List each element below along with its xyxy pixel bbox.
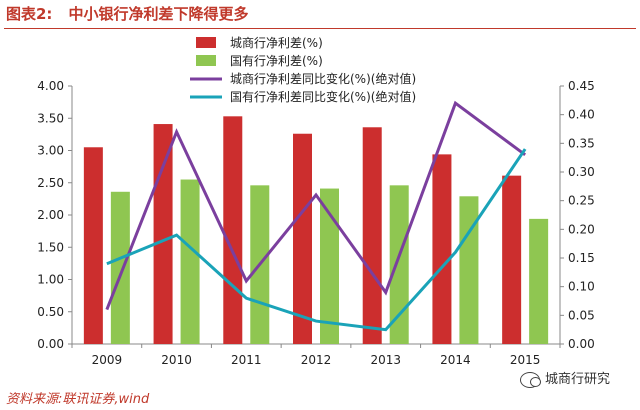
bar-state-net-spread: [110, 191, 130, 344]
bar-city-net-spread: [293, 133, 312, 344]
legend-label: 国有行净利差(%): [230, 54, 323, 68]
source-note: 资料来源:联讯证券,wind: [6, 392, 150, 407]
y-right-tick-label: 0.45: [568, 79, 595, 93]
legend-swatch: [196, 55, 216, 66]
legend-label: 城商行净利差(%): [230, 35, 323, 50]
y-right-tick-label: 0.25: [568, 194, 595, 208]
y-left-tick-label: 3.00: [37, 144, 64, 158]
x-tick-label: 2014: [440, 353, 471, 367]
bar-state-net-spread: [180, 179, 200, 344]
y-right-tick-label: 0.30: [568, 165, 595, 179]
line-city-yoy-change: [105, 100, 527, 311]
line-state-yoy-change: [106, 148, 527, 332]
y-left-tick-label: 1.50: [37, 240, 64, 254]
x-tick-label: 2013: [370, 353, 401, 367]
figure-title: 图表2: 中小银行净利差下降得更多: [6, 2, 248, 26]
bar-state-net-spread: [320, 188, 339, 344]
y-left-tick-label: 2.00: [37, 208, 64, 222]
title-rule: [4, 28, 636, 29]
legend-label: 城商行净利差同比变化(%)(绝对值): [230, 71, 416, 86]
x-tick-label: 2012: [301, 353, 332, 367]
legend-label: 国有行净利差同比变化(%)(绝对值): [230, 89, 416, 104]
bar-city-net-spread: [362, 127, 382, 344]
y-right-tick-label: 0.40: [568, 108, 595, 122]
y-left-tick-label: 4.00: [37, 79, 64, 93]
bar-state-net-spread: [459, 196, 479, 344]
wechat-icon: [520, 372, 541, 388]
watermark: 城商行研究: [520, 370, 610, 390]
x-tick-label: 2009: [92, 353, 123, 367]
bar-city-net-spread: [153, 124, 173, 345]
legend-swatch: [196, 37, 216, 48]
x-tick-label: 2015: [510, 353, 541, 367]
watermark-text: 城商行研究: [545, 372, 611, 387]
bar-city-net-spread: [223, 116, 243, 344]
y-left-tick-label: 0.00: [37, 337, 64, 351]
bar-city-net-spread: [502, 175, 522, 344]
y-right-tick-label: 0.05: [568, 308, 595, 322]
y-left-tick-label: 3.50: [37, 111, 64, 125]
y-left-tick-label: 1.00: [37, 273, 64, 287]
x-tick-label: 2011: [231, 353, 262, 367]
figure-label: 图表2:: [6, 5, 53, 23]
y-right-tick-label: 0.00: [568, 337, 595, 351]
bar-city-net-spread: [432, 154, 452, 344]
figure-title-text: 中小银行净利差下降得更多: [68, 5, 249, 23]
bar-state-net-spread: [529, 218, 549, 344]
y-left-tick-label: 2.50: [37, 176, 64, 190]
y-right-tick-label: 0.20: [568, 222, 595, 236]
y-right-tick-label: 0.10: [568, 280, 595, 294]
y-right-tick-label: 0.35: [568, 136, 595, 150]
y-right-tick-label: 0.15: [568, 251, 595, 265]
y-left-tick-label: 0.50: [37, 305, 64, 319]
bar-city-net-spread: [83, 147, 103, 344]
x-tick-label: 2010: [161, 353, 192, 367]
bar-state-net-spread: [389, 185, 409, 344]
